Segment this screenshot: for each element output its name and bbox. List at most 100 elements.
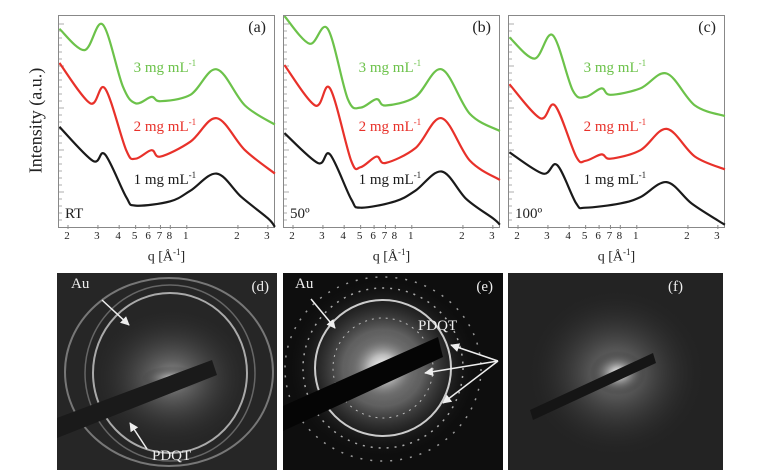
plot-area [509,23,726,229]
x-tick-label: 7 [606,230,613,242]
x-tick-label: 2 [289,230,295,242]
x-tick-label: 3 [94,230,100,242]
x-tick-label: 4 [565,230,571,242]
x-axis-title-sup: -1 [173,247,181,257]
panel-label-d: (d) [251,279,270,295]
x-tick-label: 2 [684,230,690,242]
x-tick-label: 4 [115,230,121,242]
panel-label: (b) [472,19,491,36]
panel-label: (c) [698,19,716,36]
series-label-text: 2 mg mL [583,119,639,136]
chart-panel-b: (b) 50º 1 mg mL-1 2 mg mL-1 3 mg mL-1 [283,15,501,229]
x-tick-label: 1 [408,230,414,242]
beam-stop [57,360,217,438]
series-label-sup: -1 [413,117,422,128]
x-tick-label: 7 [381,230,388,242]
diffraction-image-f: (f) [508,273,723,470]
x-tick-label: 3 [544,230,550,242]
x-axis-title-end: ] [630,249,636,265]
x-axis-title: q [Å-1] [58,247,275,266]
x-tick-label: 3 [319,230,325,242]
series-line-3mg [284,16,501,132]
beam-stop [530,353,656,420]
series-label-sup: -1 [638,57,647,68]
label-pdqt: PDQT [418,318,458,334]
series-line-3mg [59,22,276,126]
series-line-2mg [284,64,501,181]
x-axis-title-text: q [Å [372,249,399,265]
series-label-sup: -1 [638,117,647,128]
series-label-3mg: 3 mg mL-1 [359,58,422,77]
x-tick-label: 3 [264,230,270,242]
x-axis-title-sup: -1 [623,247,631,257]
series-line-3mg [509,33,726,118]
x-axis-title-end: ] [180,249,186,265]
series-label-text: 1 mg mL [133,172,189,189]
series-line-2mg [59,62,276,175]
series-label-1mg: 1 mg mL-1 [134,170,197,189]
diffraction-image-e: (e) Au PDQT [283,273,503,470]
x-tick-label: 2 [459,230,465,242]
series-line-1mg [509,151,726,226]
panel-label-f: (f) [668,279,683,295]
label-pdqt: PDQT [152,448,192,464]
x-tick-label: 8 [616,230,623,242]
x-tick-label: 8 [391,230,398,242]
x-tick-label: 6 [370,230,376,242]
plot-area [284,16,501,229]
series-label-text: 1 mg mL [358,172,414,189]
series-label-text: 1 mg mL [583,172,639,189]
x-tick-label: 5 [131,230,138,242]
beam-stop [283,337,443,431]
diffraction-pattern-e [283,273,503,470]
diffraction-pattern-d [57,273,277,470]
x-tick-label: 8 [166,230,173,242]
series-label-text: 3 mg mL [358,59,414,76]
x-axis-title-sup: -1 [398,247,406,257]
series-label-sup: -1 [188,57,197,68]
chart-panel-a: (a) RT 1 mg mL-1 2 mg mL-1 3 mg mL-1 [58,15,276,229]
series-label-3mg: 3 mg mL-1 [584,58,647,77]
y-axis-title: Intensity (a.u.) [25,67,46,174]
series-label-text: 3 mg mL [133,59,189,76]
x-tick-label: 2 [514,230,520,242]
diffraction-image-d: (d) Au PDQT [57,273,277,470]
series-line-1mg [284,132,501,226]
series-label-text: 2 mg mL [358,119,414,136]
series-line-2mg [509,83,726,171]
series-label-sup: -1 [188,170,197,181]
x-tick-label: 3 [489,230,495,242]
x-tick-label: 7 [156,230,163,242]
series-label-3mg: 3 mg mL-1 [134,58,197,77]
label-au: Au [295,276,314,292]
chart-panel-c: (c) 100º 1 mg mL-1 2 mg mL-1 3 mg mL-1 [508,15,726,229]
x-tick-label: 2 [64,230,70,242]
condition-label: 50º [290,206,310,222]
label-au: Au [71,276,90,292]
series-label-sup: -1 [413,170,422,181]
series-label-text: 2 mg mL [133,119,189,136]
condition-label: RT [65,206,84,222]
series-label-2mg: 2 mg mL-1 [359,117,422,136]
series-label-1mg: 1 mg mL-1 [584,170,647,189]
series-label-text: 3 mg mL [583,59,639,76]
x-tick-label: 3 [714,230,720,242]
plot-area [59,22,276,229]
x-tick-label: 1 [183,230,189,242]
condition-label: 100º [515,206,543,222]
x-tick-label: 5 [356,230,363,242]
x-tick-label: 4 [340,230,346,242]
x-axis-title: q [Å-1] [508,247,725,266]
panel-label: (a) [248,19,266,36]
panel-label-e: (e) [476,279,493,295]
series-line-1mg [59,126,276,228]
x-axis-title-end: ] [405,249,411,265]
x-tick-label: 6 [145,230,151,242]
x-axis-title-text: q [Å [147,249,174,265]
series-label-2mg: 2 mg mL-1 [134,117,197,136]
x-tick-label: 1 [633,230,639,242]
x-tick-label: 5 [581,230,588,242]
series-label-sup: -1 [188,117,197,128]
